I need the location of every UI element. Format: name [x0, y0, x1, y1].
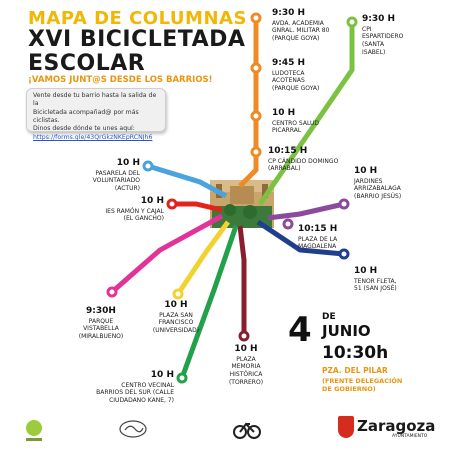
city-logo-name: Zaragoza [357, 417, 436, 435]
event-day: 4 [288, 310, 312, 350]
event-month: JUNIO [322, 322, 371, 340]
info-line-1: Vente desde tu barrio hasta la salida de… [33, 92, 157, 108]
stop-marker-san-jose [338, 248, 350, 260]
route-lightblue [142, 160, 228, 199]
title-line-1: MAPA DE COLUMNAS [28, 8, 247, 29]
stop-label-magdalena: 10:15 H PLAZA DE LA MAGDALENA [298, 224, 338, 251]
stop-label-picarral: 10 H CENTRO SALUD PICARRAL [272, 108, 320, 135]
route-yellow [172, 220, 231, 300]
zaragoza-shield-icon [338, 416, 354, 438]
title-line-3: ESCOLAR [28, 51, 146, 76]
subtitle: ¡VAMOS JUNT@S DESDE LOS BARRIOS! [28, 75, 213, 85]
stop-marker-torrero [238, 330, 250, 342]
form-link[interactable]: https://forms.gle/43QrGkzNKEpRCNJh6 [33, 133, 153, 141]
stop-marker-arrabal [250, 146, 262, 158]
info-line-3: Dinos desde dónde te unes aquí: [33, 125, 135, 133]
stop-label-torrero: 10 H PLAZA MEMORIA HISTÓRICA (TORRERO) [228, 344, 264, 387]
stop-marker-miralbueno [106, 286, 118, 298]
route-orange [238, 12, 262, 188]
stop-marker-goya-1 [250, 12, 262, 24]
route-purple [267, 198, 350, 230]
event-place: PZA. DEL PILAR [322, 366, 388, 375]
event-place-note: (FRENTE DELEGACIÓN DE GOBIERNO) [322, 377, 403, 394]
route-green [176, 225, 239, 384]
city-logo-sub: AYUNTAMIENTO [392, 434, 428, 439]
partner-logo-script-icon [119, 420, 147, 438]
event-time: 10:30h [322, 343, 389, 363]
partner-logo-leaf-icon [26, 420, 42, 441]
stop-marker-universidad [172, 288, 184, 300]
stop-label-arrabal: 10:15 H CP CÁNDIDO DOMINGO (ARRABAL) [268, 146, 339, 173]
stop-marker-santa-isabel [346, 16, 358, 28]
stop-label-goya-2: 9:45 H LUDOTECA ACOTENAS (PARQUE GOYA) [272, 58, 320, 93]
route-maroon [237, 225, 250, 342]
stop-label-barrio-jesus: 10 H JARDINES ARRIZABALAGA (BARRIO JESÚS… [354, 166, 402, 201]
stop-marker-picarral [250, 110, 262, 122]
stop-label-universidad: 10 H PLAZA SAN FRANCISCO (UNIVERSIDAD) [152, 300, 200, 335]
partner-logo-bike-icon [233, 422, 261, 439]
stop-marker-actur [142, 160, 154, 172]
stop-label-san-jose: 10 H TENOR FLETA, 51 (SAN JOSÉ) [354, 266, 397, 293]
stop-marker-barrios-sur [176, 372, 188, 384]
stop-label-goya-1: 9:30 H AVDA. ACADEMIA GNRAL. MILITAR 80 … [272, 8, 330, 43]
route-pink [106, 213, 224, 298]
stop-marker-el-gancho [166, 198, 178, 210]
stop-marker-goya-2 [250, 62, 262, 74]
stop-label-actur: 10 H PASARELA DEL VOLUNTARIADO (ACTUR) [92, 158, 140, 193]
stop-marker-barrio-jesus [338, 198, 350, 210]
stop-label-barrios-sur: 10 H CENTRO VECINAL BARRIOS DEL SUR (CAL… [96, 370, 174, 405]
event-de: DE [322, 312, 336, 322]
stop-marker-magdalena [282, 218, 294, 230]
stop-label-el-gancho: 10 H IES RAMÓN Y CAJAL (EL GANCHO) [105, 196, 164, 223]
title-line-2: XVI BICICLETADA [28, 27, 246, 52]
info-box: Vente desde tu barrio hasta la salida de… [26, 88, 166, 141]
stop-label-santa-isabel: 9:30 H CPI ESPARTIDERO (SANTA ISABEL) [362, 14, 404, 57]
info-line-2: Bicicletada acompañad@ por más ciclistas… [33, 108, 139, 125]
route-lightgreen [257, 16, 358, 206]
route-red [166, 198, 223, 213]
stop-label-miralbueno: 9:30H PARQUE VISTABELLA (MIRALBUENO) [78, 306, 124, 341]
route-darkblue [256, 219, 350, 260]
